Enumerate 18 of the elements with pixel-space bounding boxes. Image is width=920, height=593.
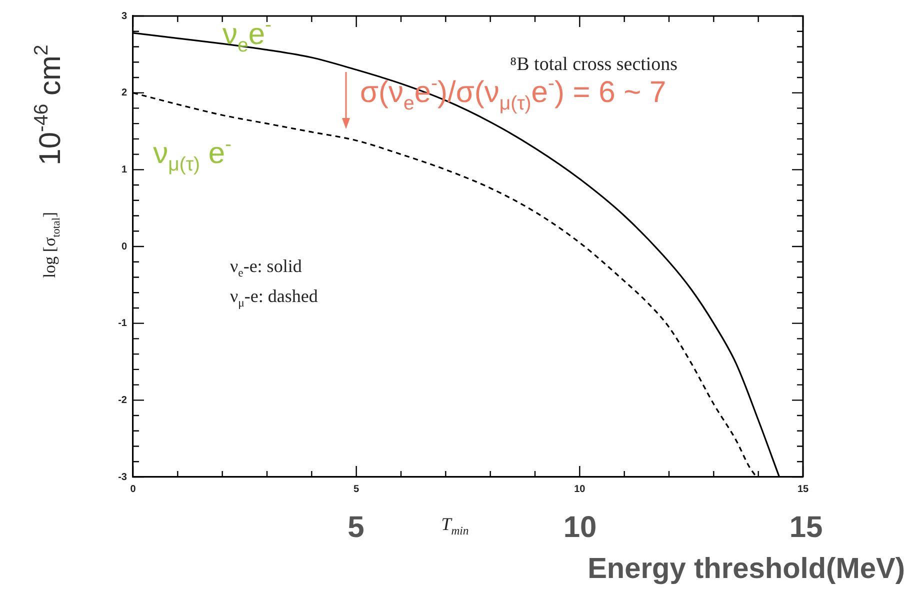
y-tick-label: 2 [121,88,128,99]
y-tick-label: -3 [118,472,128,483]
annotation: ⁸B total cross sections [510,54,678,75]
text: Energy threshold(MeV) [588,553,906,585]
text: 5 [348,511,364,544]
text: 10-46 cm2 [30,44,67,166]
text: 10 [563,511,597,544]
x-tick-label: 10 [574,484,586,495]
y-axis-title: log [σtotal] [40,212,62,278]
text: 15 [789,511,823,544]
y-tick-label: -2 [118,394,128,406]
x-tick-label: 15 [797,484,809,495]
x-tick-label: 5 [354,484,360,495]
y-tick-label: -1 [118,318,128,330]
y-tick-label: 0 [121,241,128,252]
x-tick-label: 0 [130,484,136,495]
y-tick-label: 1 [121,164,128,176]
y-tick-label: 3 [121,10,128,22]
